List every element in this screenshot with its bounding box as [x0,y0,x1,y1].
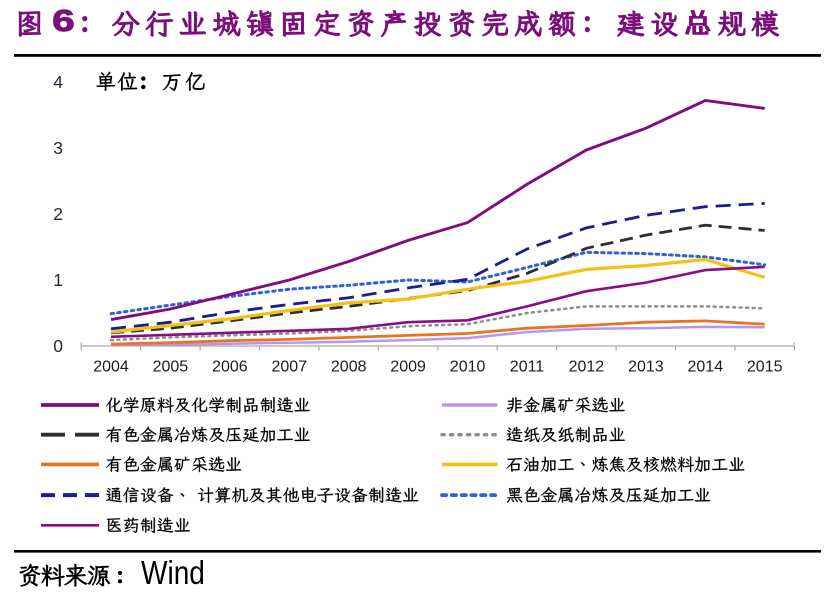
svg-text:0: 0 [53,336,63,356]
svg-text:2008: 2008 [331,359,367,376]
svg-text:4: 4 [53,72,63,92]
svg-text:2011: 2011 [510,359,545,376]
svg-text:Wind: Wind [141,555,205,592]
svg-text:2004: 2004 [93,359,129,376]
svg-text:2009: 2009 [390,359,426,376]
svg-text:2012: 2012 [569,359,605,376]
svg-text:2: 2 [53,204,63,224]
svg-text:2007: 2007 [272,359,308,376]
svg-text:6: 6 [52,2,74,37]
svg-text:3: 3 [53,138,63,158]
svg-text:2013: 2013 [628,359,664,376]
svg-text:2015: 2015 [747,359,783,376]
svg-text:1: 1 [53,270,63,290]
svg-text:2014: 2014 [688,359,724,376]
svg-text:2006: 2006 [212,359,248,376]
svg-text:2005: 2005 [153,359,189,376]
svg-text:2010: 2010 [450,359,486,376]
